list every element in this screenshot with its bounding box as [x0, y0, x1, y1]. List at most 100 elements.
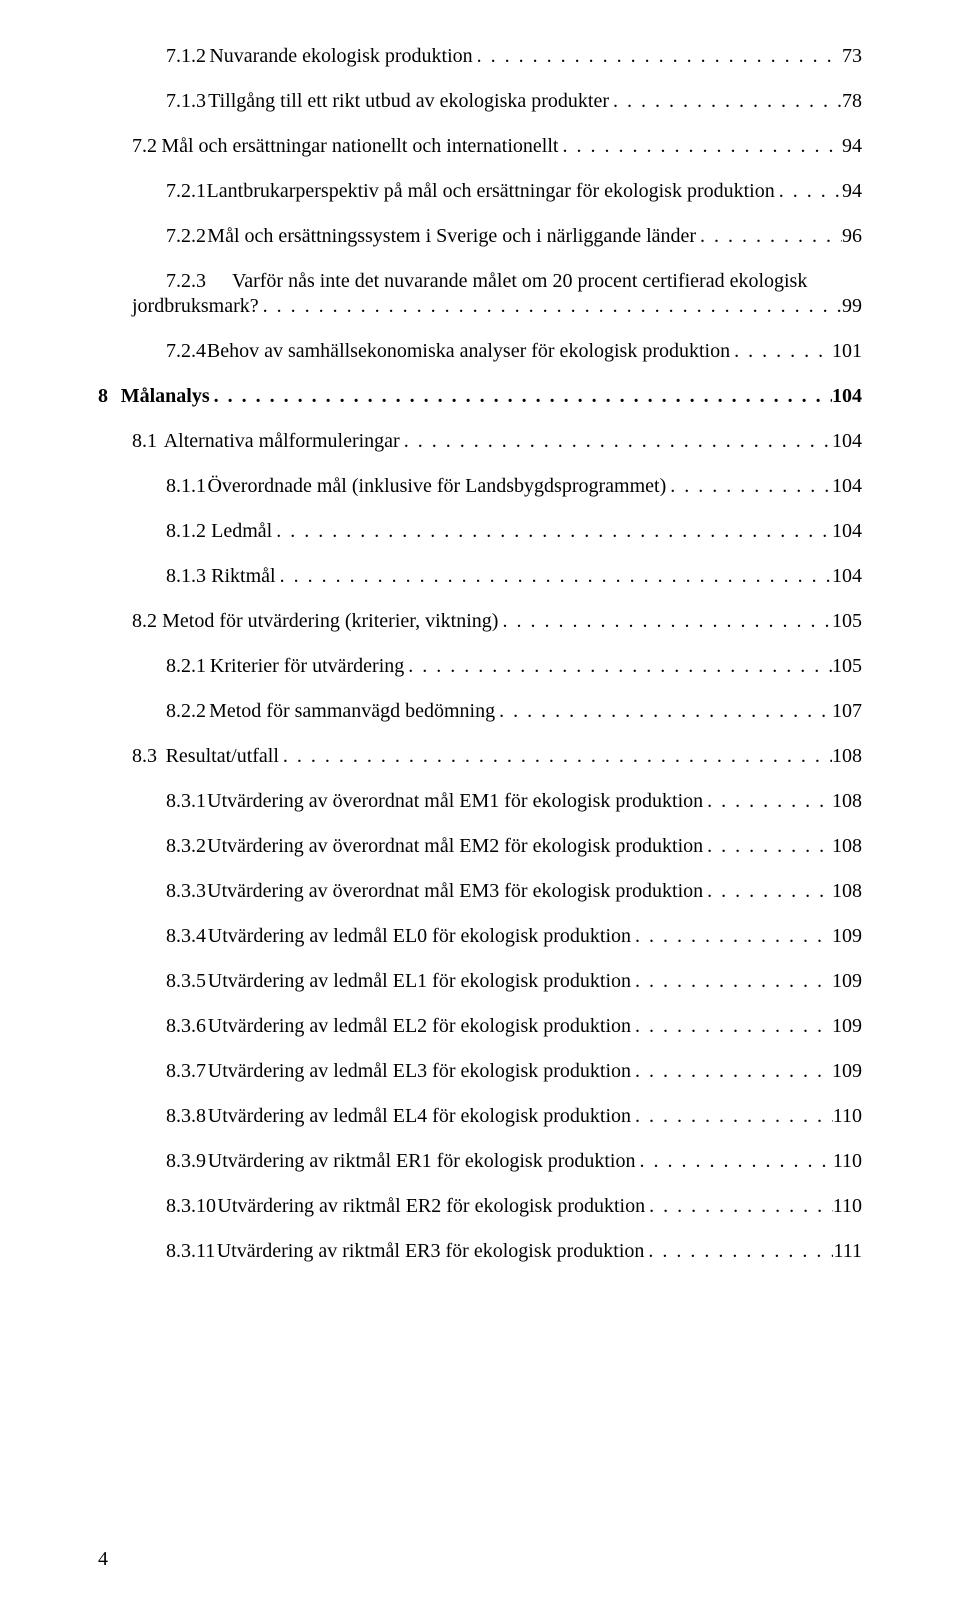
toc-entry: 8.2Metod för utvärdering (kriterier, vik… — [132, 609, 862, 634]
toc-entry: 7.2.4Behov av samhällsekonomiska analyse… — [166, 339, 862, 364]
toc-entry-title: Alternativa målformuleringar — [164, 429, 400, 454]
toc-entry-page: 101 — [832, 339, 862, 364]
dot-leader: . . . . . . . . . . . . . . . . . . . . … — [631, 969, 832, 994]
toc-entry-page: 109 — [832, 1059, 862, 1084]
toc-entry: 8.3.6Utvärdering av ledmål EL2 för ekolo… — [166, 1014, 862, 1039]
dot-leader: . . . . . . . . . . . . . . . . . . . . … — [631, 924, 832, 949]
toc-entry-page: 109 — [832, 924, 862, 949]
dot-leader: . . . . . . . . . . . . . . . . . . . . … — [210, 384, 832, 409]
toc-entry-title: Resultat/utfall — [166, 744, 279, 769]
toc-entry-page: 111 — [833, 1239, 862, 1264]
toc-entry-page: 108 — [832, 834, 862, 859]
dot-leader: . . . . . . . . . . . . . . . . . . . . … — [666, 474, 832, 499]
toc-entry-title: Utvärdering av överordnat mål EM2 för ek… — [207, 834, 703, 859]
toc-entry-number: 8.2 — [132, 609, 157, 634]
document-page: 7.1.2Nuvarande ekologisk produktion . . .… — [0, 0, 960, 1617]
toc-entry-page: 105 — [832, 609, 862, 634]
dot-leader: . . . . . . . . . . . . . . . . . . . . … — [645, 1194, 833, 1219]
toc-entry: 8.3.4Utvärdering av ledmål EL0 för ekolo… — [166, 924, 862, 949]
toc-entry: 8.3.3Utvärdering av överordnat mål EM3 f… — [166, 879, 862, 904]
toc-entry-page: 108 — [832, 789, 862, 814]
toc-entry-number: 8.3.4 — [166, 924, 206, 949]
toc-entry-title-continued: jordbruksmark? — [132, 294, 259, 319]
dot-leader: . . . . . . . . . . . . . . . . . . . . … — [259, 294, 842, 319]
toc-entry: 8.3.8Utvärdering av ledmål EL4 för ekolo… — [166, 1104, 862, 1129]
toc-entry-title: Utvärdering av ledmål EL2 för ekologisk … — [208, 1014, 631, 1039]
toc-entry-number: 8.3.9 — [166, 1149, 206, 1174]
toc-entry: 7.2Mål och ersättningar nationellt och i… — [132, 134, 862, 159]
toc-entry: 8.2.2Metod för sammanvägd bedömning. . .… — [166, 699, 862, 724]
toc-entry-page: 96 — [842, 224, 862, 249]
toc-entry-page: 109 — [832, 1014, 862, 1039]
dot-leader: . . . . . . . . . . . . . . . . . . . . … — [775, 179, 842, 204]
toc-entry: 8.2.1Kriterier för utvärdering. . . . . … — [166, 654, 862, 679]
toc-entry-title: Nuvarande ekologisk produktion — [209, 44, 472, 69]
toc-entry-page: 99 — [842, 294, 862, 319]
dot-leader: . . . . . . . . . . . . . . . . . . . . … — [703, 879, 832, 904]
toc-entry: 8.1.1Överordnade mål (inklusive för Land… — [166, 474, 862, 499]
toc-entry: 7.2.2Mål och ersättningssystem i Sverige… — [166, 224, 862, 249]
dot-leader: . . . . . . . . . . . . . . . . . . . . … — [495, 699, 832, 724]
toc-entry-page: 110 — [833, 1149, 862, 1174]
toc-entry-number: 7.1.3 — [166, 89, 206, 114]
dot-leader: . . . . . . . . . . . . . . . . . . . . … — [703, 789, 832, 814]
toc-entry-page: 94 — [842, 134, 862, 159]
dot-leader: . . . . . . . . . . . . . . . . . . . . … — [696, 224, 842, 249]
dot-leader: . . . . . . . . . . . . . . . . . . . . … — [631, 1104, 833, 1129]
dot-leader: . . . . . . . . . . . . . . . . . . . . … — [730, 339, 832, 364]
toc-entry-number: 8.1 — [132, 429, 157, 454]
toc-entry-number: 7.2.3 — [166, 269, 206, 294]
dot-leader: . . . . . . . . . . . . . . . . . . . . … — [631, 1059, 832, 1084]
toc-entry-number: 7.2.2 — [166, 224, 206, 249]
toc-entry-page: 108 — [832, 879, 862, 904]
toc-entry: 7.1.2Nuvarande ekologisk produktion. . .… — [166, 44, 862, 69]
dot-leader: . . . . . . . . . . . . . . . . . . . . … — [609, 89, 842, 114]
toc-entry-number: 7.2 — [132, 134, 157, 159]
toc-entry-title: Utvärdering av riktmål ER3 för ekologisk… — [217, 1239, 645, 1264]
toc-entry-page: 104 — [832, 564, 862, 589]
dot-leader: . . . . . . . . . . . . . . . . . . . . … — [279, 744, 832, 769]
toc-entry-title: Kriterier för utvärdering — [210, 654, 404, 679]
toc-entry-number: 8.3.11 — [166, 1239, 215, 1264]
toc-entry-title: Utvärdering av överordnat mål EM3 för ek… — [207, 879, 703, 904]
page-number: 4 — [98, 1548, 108, 1571]
toc-entry-number: 8.3.10 — [166, 1194, 216, 1219]
toc-entry-title: Utvärdering av ledmål EL4 för ekologisk … — [208, 1104, 631, 1129]
toc-entry-page: 107 — [832, 699, 862, 724]
toc-entry-page: 94 — [842, 179, 862, 204]
toc-entry: 8.1Alternativa målformuleringar. . . . .… — [132, 429, 862, 454]
toc-entry-page: 73 — [842, 44, 862, 69]
toc-entry-number: 8.3.2 — [166, 834, 206, 859]
toc-entry: 8.3.5Utvärdering av ledmål EL1 för ekolo… — [166, 969, 862, 994]
toc-entry-number: 8.1.3 — [166, 564, 206, 589]
toc-entry-number: 8.3.6 — [166, 1014, 206, 1039]
toc-entry: 8.3.1Utvärdering av överordnat mål EM1 f… — [166, 789, 862, 814]
table-of-contents: 7.1.2Nuvarande ekologisk produktion . . .… — [98, 44, 862, 1264]
dot-leader: . . . . . . . . . . . . . . . . . . . . … — [644, 1239, 833, 1264]
dot-leader: . . . . . . . . . . . . . . . . . . . . … — [703, 834, 832, 859]
toc-entry-title: Ledmål — [211, 519, 272, 544]
toc-entry: 8.3Resultat/utfall. . . . . . . . . . . … — [132, 744, 862, 769]
toc-entry-page: 78 — [842, 89, 862, 114]
toc-entry-title: Behov av samhällsekonomiska analyser för… — [207, 339, 730, 364]
toc-entry-page: 104 — [832, 429, 862, 454]
dot-leader: . . . . . . . . . . . . . . . . . . . . … — [635, 1149, 832, 1174]
dot-leader: . . . . . . . . . . . . . . . . . . . . … — [404, 654, 832, 679]
toc-entry-number: 8.1.1 — [166, 474, 206, 499]
toc-entry-page: 110 — [833, 1104, 862, 1129]
toc-entry: 8.3.11Utvärdering av riktmål ER3 för eko… — [166, 1239, 862, 1264]
toc-entry-title: Lantbrukarperspektiv på mål och ersättni… — [207, 179, 775, 204]
toc-entry-number: 7.2.4 — [166, 339, 206, 364]
dot-leader: . . . . . . . . . . . . . . . . . . . . … — [558, 134, 842, 159]
toc-entry-title: Överordnade mål (inklusive för Landsbygd… — [207, 474, 666, 499]
toc-entry: 8.1.3Riktmål. . . . . . . . . . . . . . … — [166, 564, 862, 589]
toc-entry-title: Utvärdering av riktmål ER2 för ekologisk… — [217, 1194, 645, 1219]
toc-entry-title: Varför nås inte det nuvarande målet om 2… — [232, 269, 862, 294]
toc-entry-page: 110 — [833, 1194, 862, 1219]
toc-entry-page: 104 — [832, 474, 862, 499]
toc-entry: 8Målanalys. . . . . . . . . . . . . . . … — [98, 384, 862, 409]
toc-entry-number: 7.1.2 — [166, 44, 206, 69]
toc-entry-number: 8.1.2 — [166, 519, 206, 544]
toc-entry-title: Utvärdering av riktmål ER1 för ekologisk… — [208, 1149, 636, 1174]
toc-entry-title: Metod för utvärdering (kriterier, viktni… — [162, 609, 498, 634]
